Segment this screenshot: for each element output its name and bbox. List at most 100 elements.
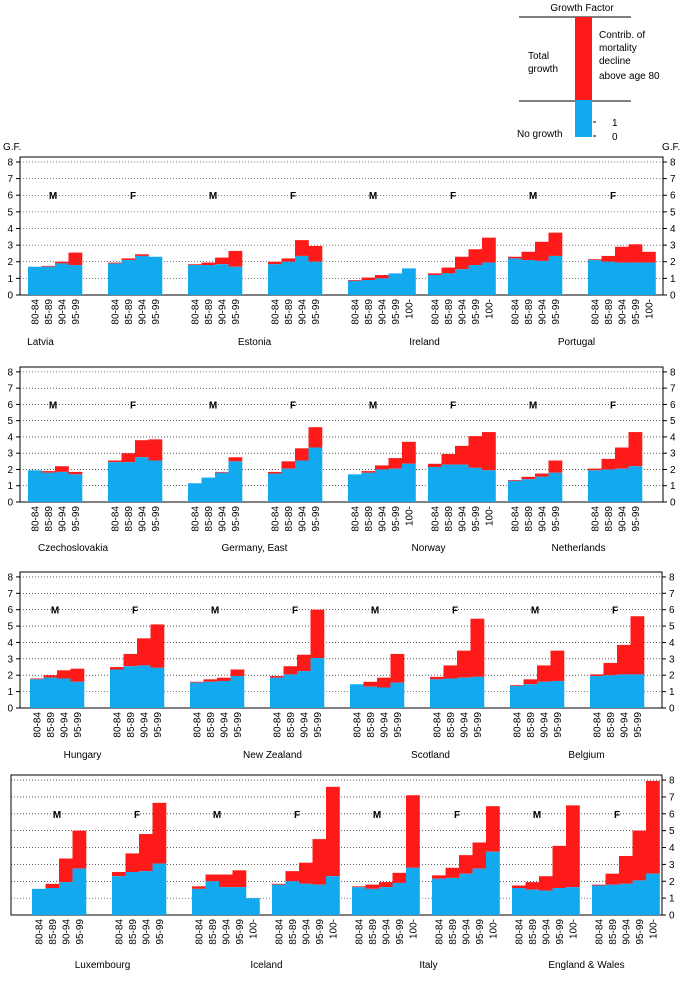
x-category-label: 85-89 [604, 299, 615, 325]
bar-group: 80-84 85-89 90-94 95-99 F [112, 802, 167, 945]
y-tick-label-right: 4 [669, 638, 675, 649]
bar-base-segment [390, 682, 405, 708]
x-category-label: 95-99 [395, 919, 406, 945]
bar-contrib-segment [628, 432, 643, 467]
bar-contrib-segment [445, 867, 460, 878]
x-category-label: 85-89 [126, 712, 137, 738]
y-tick-label-right: 5 [670, 416, 676, 427]
country-label: New Zealand [243, 750, 302, 761]
bar-base-segment [28, 470, 42, 502]
y-tick-label-left: 0 [7, 704, 13, 715]
x-category-label: 90-94 [57, 299, 68, 325]
x-category-label: 80-84 [270, 299, 281, 325]
chart-panel-1: 0 01 12 23 34 45 56 67 78 8G.F. G.F.80-84 85-89 90-9… [3, 142, 680, 348]
bar-base-segment [392, 882, 407, 915]
bar-base-segment [72, 868, 87, 915]
bar-base-segment [350, 684, 364, 708]
bar-base-segment [30, 679, 44, 708]
bar-group: 80-84 85-89 90-94 95-99 M [510, 606, 565, 738]
chart-panels: 0 01 12 23 34 45 56 67 78 8G.F. G.F.80-84 85-89 90-9… [3, 142, 680, 971]
bar-base-segment [125, 871, 140, 915]
y-tick-label-right: 8 [669, 776, 675, 787]
bar-base-segment [459, 873, 473, 915]
y-tick-label-right: 5 [669, 622, 675, 633]
bar-group: 80-84 85-89 90-94 95-99 F [268, 191, 323, 325]
legend-total-growth-line2: growth [528, 64, 558, 75]
legend-title: Growth Factor [550, 3, 614, 14]
x-category-label: 80-84 [430, 299, 441, 325]
x-category-label: 90-94 [381, 919, 392, 945]
bar-base-segment [588, 470, 602, 502]
bar-contrib-segment [281, 461, 296, 469]
bar-group: 80-84 85-89 90-94 95-99 F [588, 400, 643, 532]
x-category-label: 95-99 [471, 299, 482, 325]
bar-base-segment [68, 265, 83, 295]
x-category-label: 85-89 [608, 919, 619, 945]
bar-contrib-segment [135, 254, 149, 256]
sex-label: M [529, 191, 537, 202]
bar-group: 80-84 85-89 90-94 95-99 M [190, 606, 245, 738]
x-category-label: 95-99 [153, 712, 164, 738]
x-category-label: 80-84 [594, 919, 605, 945]
bar-base-segment [510, 685, 524, 708]
bar-contrib-segment [201, 262, 216, 266]
panel-frame [19, 156, 664, 296]
bar-base-segment [150, 667, 165, 708]
bar-contrib-segment [455, 256, 469, 270]
bar-base-segment [203, 681, 218, 708]
x-category-label: 95-99 [635, 919, 646, 945]
bar-contrib-segment [125, 853, 140, 872]
x-category-label: 90-94 [617, 506, 628, 532]
x-category-label: 100- [644, 299, 655, 319]
bar-base-segment [617, 674, 631, 708]
bar-contrib-segment [455, 445, 469, 465]
bar-group: 80-84 85-89 90-94 95-99 100- M [348, 400, 416, 532]
bar-contrib-segment [628, 244, 643, 263]
bar-base-segment [615, 468, 629, 502]
bar-base-segment [379, 887, 393, 915]
bar-group: 80-84 85-89 90-94 95-99 100- M [512, 805, 580, 945]
x-category-label: 80-84 [30, 299, 41, 325]
y-tick-label-left: 1 [7, 274, 13, 285]
y-axis-label-right: G.F. [662, 142, 680, 153]
panel-frame [19, 571, 663, 709]
bar-base-segment [628, 262, 643, 295]
x-category-label: 85-89 [524, 299, 535, 325]
panel-frame [19, 366, 664, 503]
bar-base-segment [285, 881, 300, 915]
bar-base-segment [468, 265, 483, 295]
bar-contrib-segment [441, 267, 456, 274]
bar-base-segment [268, 264, 282, 295]
bar-group: 80-84 85-89 90-94 95-99 100- F [428, 191, 496, 325]
x-category-label: 95-99 [233, 712, 244, 738]
bar-contrib-segment [310, 609, 325, 659]
country-label: Portugal [558, 337, 595, 348]
bar-base-segment [630, 674, 645, 708]
bar-contrib-segment [535, 473, 549, 477]
bar-base-segment [361, 280, 376, 295]
bar-contrib-segment [642, 251, 656, 263]
y-tick-label-right: 1 [670, 274, 676, 285]
bar-contrib-segment [390, 653, 405, 683]
bar-contrib-segment [592, 884, 606, 886]
x-category-label: 100- [648, 919, 659, 939]
x-category-label: 85-89 [364, 299, 375, 325]
x-category-label: 95-99 [231, 506, 242, 532]
bar-base-segment [550, 680, 565, 708]
country-label: Belgium [568, 750, 604, 761]
bar-group: 80-84 85-89 90-94 95-99 M [188, 400, 243, 532]
bar-contrib-segment [108, 460, 122, 463]
bar-contrib-segment [375, 465, 389, 470]
x-category-label: 80-84 [270, 506, 281, 532]
bar-base-segment [455, 269, 469, 295]
bar-group: 80-84 85-89 90-94 95-99 100- M [192, 810, 260, 945]
x-category-label: 80-84 [434, 919, 445, 945]
x-category-label: 85-89 [528, 919, 539, 945]
x-category-label: 85-89 [524, 506, 535, 532]
bar-base-segment [470, 676, 485, 708]
bar-group: 80-84 85-89 90-94 95-99 100- F [432, 806, 500, 945]
bar-contrib-segment [283, 666, 298, 675]
bar-contrib-segment [392, 872, 407, 883]
x-category-label: 80-84 [34, 919, 45, 945]
bar-group: 80-84 85-89 90-94 95-99 F [110, 606, 165, 738]
